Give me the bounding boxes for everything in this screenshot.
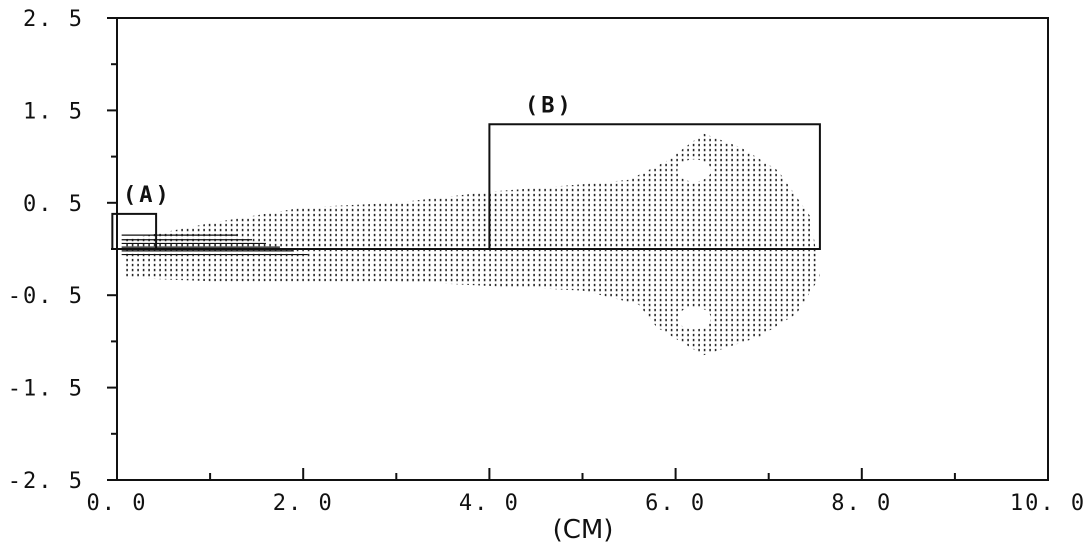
regions: (A) (B)	[111, 93, 821, 250]
x-tick-label: 2. 0	[273, 491, 334, 516]
y-tick-label: 1. 5	[23, 99, 84, 124]
field-holes	[677, 159, 711, 330]
field-hole-0	[677, 159, 711, 182]
y-tick-label: -2. 5	[8, 469, 84, 494]
stipple-dots	[126, 133, 820, 356]
field-hole-1	[677, 307, 711, 330]
x-tick-label: 4. 0	[459, 491, 520, 516]
x-tick-label: 6. 0	[645, 491, 706, 516]
field-stipple	[126, 133, 820, 356]
region-label-1: (B)	[525, 93, 574, 118]
y-tick-label: -1. 5	[8, 377, 84, 402]
y-tick-label: 0. 5	[23, 192, 84, 217]
x-tick-label: 0. 0	[87, 491, 148, 516]
streamlines	[121, 234, 308, 256]
y-axis-ticks: 2. 5 1. 5 0. 5 -0. 5 -1. 5 -2. 5	[8, 7, 117, 494]
y-tick-label: 2. 5	[23, 7, 84, 32]
x-tick-label: 8. 0	[831, 491, 892, 516]
region-box-1	[488, 123, 821, 250]
region-box-0	[111, 212, 158, 250]
region-label-0: (A)	[123, 183, 172, 208]
y-tick-label: -0. 5	[8, 284, 84, 309]
x-axis-ticks: 0. 0 2. 0 4. 0 6. 0 8. 0 10. 0	[87, 468, 1085, 516]
x-axis-title: (CM)	[553, 515, 614, 545]
x-tick-label: 10. 0	[1010, 491, 1085, 516]
